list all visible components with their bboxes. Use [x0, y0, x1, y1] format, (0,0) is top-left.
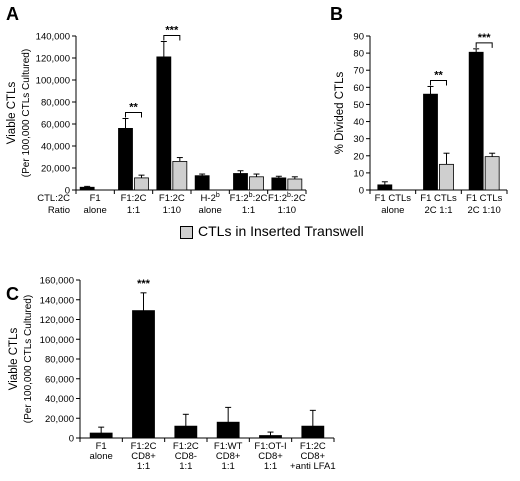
- category-label-5: F1:2b:2C 1:10: [268, 192, 306, 216]
- y-tick-label: 70: [353, 66, 364, 77]
- y-tick-label: 140,000: [36, 32, 70, 43]
- y-tick-label: 50: [353, 100, 364, 111]
- y-tick-label: 80,000: [45, 355, 74, 366]
- bar-black-1: [423, 93, 438, 191]
- y-tick-label: 80,000: [41, 98, 70, 109]
- panel-letter-b: B: [330, 4, 343, 24]
- category-label-2: F1:2C 1:10: [159, 193, 185, 216]
- category-label-2: F1:2C CD8-1:1: [173, 441, 199, 472]
- y-tick-label: 20,000: [45, 414, 74, 425]
- bar-black-5: [301, 425, 325, 439]
- bar-black-2: [468, 51, 484, 191]
- bar-black-4: [233, 173, 248, 191]
- y-tick-label: 160,000: [40, 276, 74, 287]
- significance-bracket: [475, 42, 493, 48]
- y-tick-label: 20,000: [41, 164, 70, 175]
- category-label-5: F1:2C CD8+ +anti LFA1: [290, 441, 336, 472]
- bar-gray-4: [249, 176, 264, 191]
- bar-gray-2: [172, 160, 188, 191]
- category-label-3: F1:WT CD8+ 1:1: [214, 441, 243, 472]
- bar-black-2: [156, 56, 172, 191]
- row-header-ctl-ratio: CTL:2C Ratio: [37, 193, 70, 216]
- category-label-1: F1:2C CD8+ 1:1: [131, 441, 157, 472]
- y-tick-label: 10: [353, 168, 364, 179]
- chart-panel-a: A 0 20,000 40,000 60,000 80,000 100,000 120,000…: [6, 4, 307, 216]
- significance-bracket: [430, 79, 447, 86]
- bar-black-1: [118, 127, 133, 191]
- bar-black-4: [259, 435, 282, 439]
- significance-label: **: [129, 102, 138, 114]
- y-tick-label: 120,000: [40, 315, 74, 326]
- y-tick-label: 0: [359, 186, 364, 197]
- significance-label: ***: [137, 278, 151, 290]
- bar-black-2: [174, 425, 198, 439]
- significance-bracket: [163, 35, 181, 41]
- category-label-4: F1:2b:2C 1:1: [230, 192, 268, 216]
- y-tick-label: 20: [353, 151, 364, 162]
- bar-gray-1: [439, 163, 454, 191]
- category-label-0: F1 alone: [90, 441, 113, 462]
- y-tick-label: 100,000: [40, 335, 74, 346]
- significance-label: ***: [478, 32, 492, 44]
- y-tick-label: 120,000: [36, 54, 70, 65]
- y-axis-title: Viable CTLs: [8, 328, 20, 391]
- category-label-2: F1 CTLs 2C 1:10: [466, 193, 503, 216]
- y-tick-label: 60: [353, 83, 364, 94]
- category-label-3: H-2b alone: [199, 192, 222, 216]
- y-tick-label: 40,000: [41, 142, 70, 153]
- bar-black-3: [216, 421, 240, 439]
- y-tick-label: 30: [353, 134, 364, 145]
- y-tick-label: 0: [65, 186, 70, 197]
- bar-black-1: [132, 310, 155, 439]
- chart-panel-c: C 0 20,000 40,000 60,000 80,000 100,000 120,000…: [6, 276, 336, 473]
- y-tick-label: 60,000: [45, 374, 74, 385]
- panel-letter-c: C: [6, 284, 19, 304]
- panel-letter-a: A: [6, 4, 19, 24]
- y-tick-label: 40: [353, 117, 364, 128]
- y-axis-subtitle: (Per 100,000 CTLs Cultured): [21, 49, 32, 177]
- y-tick-label: 0: [69, 434, 74, 445]
- significance-label: **: [434, 69, 443, 81]
- category-label-4: F1:OT-I CD8+ 1:1: [254, 441, 286, 472]
- bar-black-0: [79, 186, 95, 191]
- bar-black-0: [377, 184, 393, 191]
- category-label-0: F1 alone: [84, 193, 107, 216]
- y-tick-label: 90: [353, 32, 364, 43]
- significance-label: ***: [165, 25, 179, 37]
- y-axis-title: % Divided CTLs: [334, 72, 346, 155]
- category-label-0: F1 CTLs alone: [375, 193, 412, 216]
- y-tick-label: 80: [353, 49, 364, 60]
- category-label-1: F1 CTLs 2C 1:1: [420, 193, 457, 216]
- bar-black-3: [194, 175, 210, 191]
- y-tick-label: 40,000: [45, 394, 74, 405]
- y-axis-title: Viable CTLs: [6, 82, 18, 145]
- bar-gray-2: [484, 156, 500, 191]
- bar-gray-1: [134, 177, 149, 191]
- bar-black-0: [89, 432, 113, 439]
- bar-black-5: [271, 177, 287, 191]
- y-tick-label: 60,000: [41, 120, 70, 131]
- bar-gray-5: [287, 178, 303, 191]
- legend-label: CTLs in Inserted Transwell: [198, 223, 364, 239]
- category-label-1: F1:2C 1:1: [121, 193, 147, 216]
- y-axis-subtitle: (Per 100,000 CTLs Cultured): [23, 295, 34, 423]
- significance-bracket: [125, 112, 142, 118]
- y-tick-label: 100,000: [36, 76, 70, 87]
- legend-swatch-gray: [180, 226, 193, 239]
- y-tick-label: 140,000: [40, 295, 74, 306]
